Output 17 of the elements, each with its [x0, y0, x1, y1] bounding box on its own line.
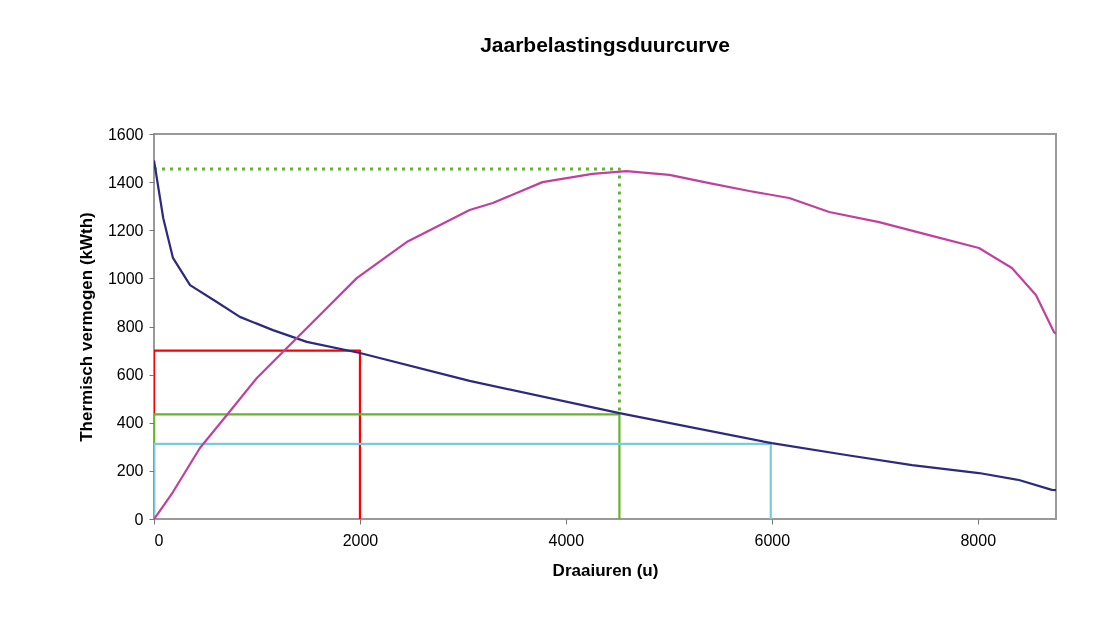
y-tick-label: 0 — [134, 510, 144, 528]
x-tick-label: 4000 — [548, 531, 585, 549]
y-tick-label: 1200 — [107, 221, 144, 239]
y-tick-label: 200 — [116, 462, 144, 480]
y-tick-label: 1000 — [107, 269, 144, 287]
x-tick-label: 8000 — [960, 531, 997, 549]
x-tick-label: 2000 — [342, 531, 379, 549]
y-axis-title: Thermisch vermogen (kWth) — [76, 212, 96, 442]
y-tick-label: 400 — [116, 414, 144, 432]
chart-title: Jaarbelastingsduurcurve — [480, 33, 730, 56]
x-axis-title: Draaiuren (u) — [552, 560, 659, 580]
y-tick-label: 1600 — [107, 125, 144, 143]
y-tick-label: 1400 — [107, 173, 144, 191]
x-tick-label: 6000 — [754, 531, 791, 549]
y-tick-label: 800 — [116, 318, 144, 335]
x-tick-label: 0 — [154, 531, 164, 549]
y-tick-label: 600 — [116, 366, 144, 384]
